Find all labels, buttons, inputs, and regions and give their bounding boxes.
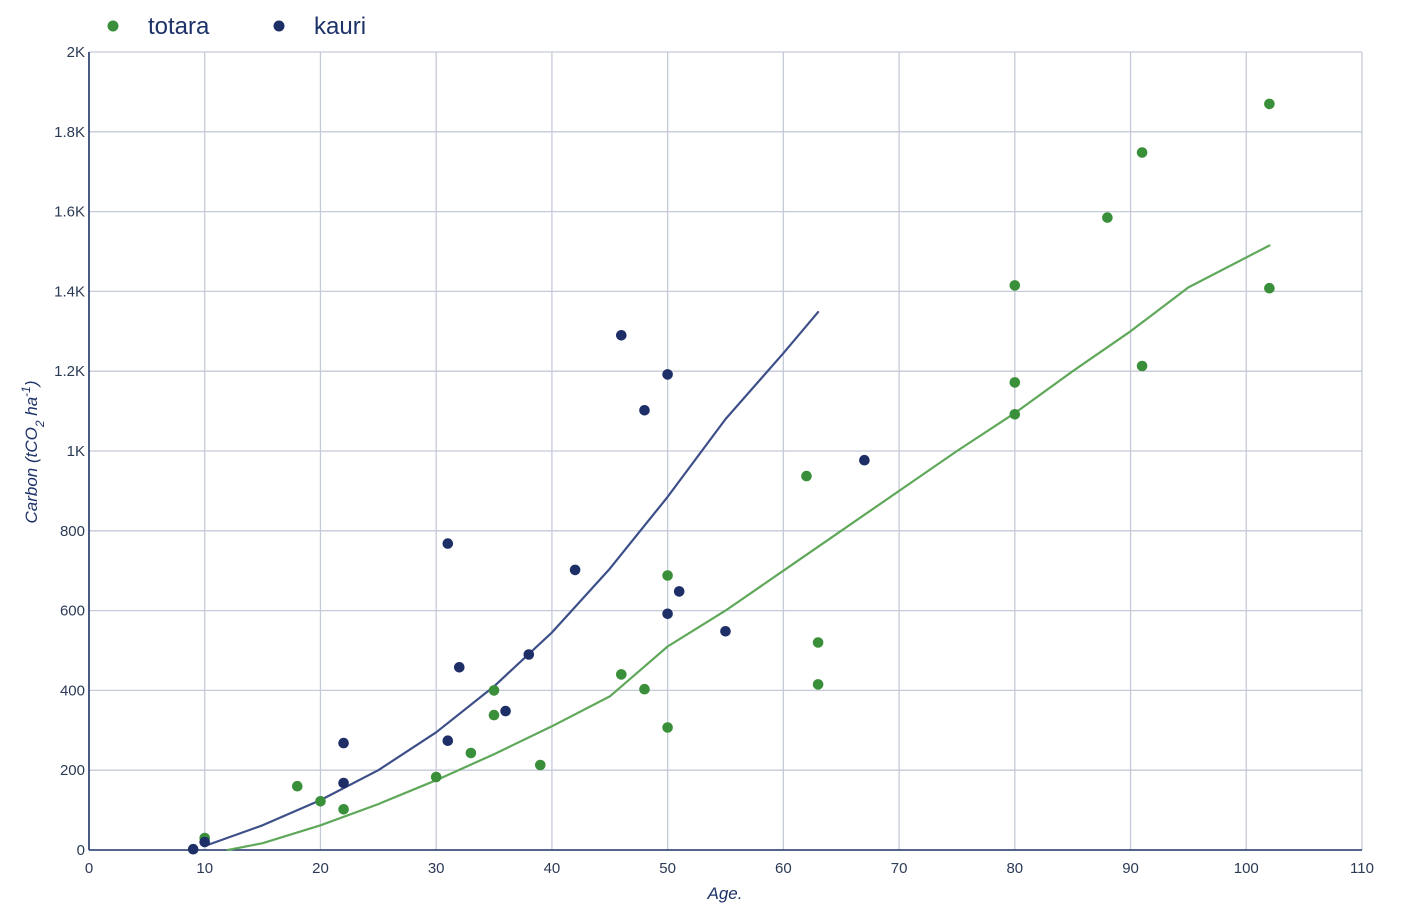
totara-point-1 <box>292 780 303 792</box>
kauri-point-10 <box>616 330 627 341</box>
totara-point-4 <box>430 771 442 783</box>
x-tick-label-80: 80 <box>1006 860 1023 877</box>
data-points <box>187 98 1275 855</box>
totara-point-14 <box>812 637 824 648</box>
legend-marker-kauri <box>273 20 285 32</box>
kauri-point-2 <box>338 737 349 749</box>
y-axis-tick-labels: 0 200 400 600 800 1K 1.2K 1.4K 1.6K 1.8K 2K <box>54 44 85 859</box>
totara-point-9 <box>616 669 627 680</box>
kauri-point-13 <box>662 608 673 620</box>
totara-point-21 <box>1136 360 1148 372</box>
kauri-point-9 <box>569 564 581 576</box>
kauri-point-15 <box>720 626 731 637</box>
kauri-point-0 <box>187 843 199 855</box>
y-axis-title-prefix: Carbon (tCO <box>22 427 41 523</box>
y-axis-title-mid: ha <box>22 397 41 421</box>
totara-point-19 <box>1102 212 1113 223</box>
totara-point-7 <box>488 709 500 721</box>
trend-lines <box>203 244 1271 852</box>
y-tick-label-2K: 2K <box>67 44 85 61</box>
kauri-trend-line <box>203 311 820 848</box>
y-tick-label-600: 600 <box>60 603 85 620</box>
totara-point-17 <box>1009 377 1021 388</box>
y-tick-label-1K: 1K <box>67 443 85 460</box>
totara-point-10 <box>639 683 650 695</box>
totara-point-12 <box>662 722 673 733</box>
y-tick-label-800: 800 <box>60 523 85 540</box>
x-tick-label-40: 40 <box>544 860 561 877</box>
kauri-point-12 <box>662 369 673 380</box>
kauri-point-1 <box>199 836 210 848</box>
kauri-point-6 <box>454 662 465 673</box>
kauri-point-3 <box>338 777 349 789</box>
y-tick-label-0: 0 <box>77 842 85 859</box>
totara-point-16 <box>1009 280 1021 291</box>
x-tick-label-70: 70 <box>891 860 908 877</box>
kauri-point-16 <box>859 454 870 466</box>
totara-point-15 <box>812 679 824 690</box>
x-tick-label-110: 110 <box>1350 860 1374 877</box>
x-axis-tick-labels: 0 10 20 30 40 50 60 70 80 90 100 110 <box>85 860 1374 877</box>
x-tick-label-10: 10 <box>196 860 213 877</box>
totara-point-5 <box>465 747 477 759</box>
y-axis-title-subscript: 2 <box>33 420 47 428</box>
kauri-point-14 <box>673 586 685 597</box>
totara-point-23 <box>1264 282 1275 294</box>
kauri-point-4 <box>442 538 454 549</box>
x-axis-title: Age. <box>707 884 743 903</box>
kauri-point-5 <box>442 735 454 746</box>
x-tick-label-90: 90 <box>1122 860 1139 877</box>
y-tick-label-1.6K: 1.6K <box>54 204 85 221</box>
x-tick-label-30: 30 <box>428 860 445 877</box>
horizontal-gridlines <box>89 51 1362 771</box>
totara-point-18 <box>1009 409 1021 420</box>
y-tick-label-200: 200 <box>60 762 85 779</box>
chart-legend: totara kauri <box>107 13 366 40</box>
legend-marker-totara <box>107 20 119 32</box>
legend-label-kauri: kauri <box>314 13 366 40</box>
y-tick-label-1.2K: 1.2K <box>54 363 85 380</box>
legend-label-totara: totara <box>148 13 210 40</box>
y-tick-label-1.8K: 1.8K <box>54 124 85 141</box>
totara-point-8 <box>535 759 546 771</box>
totara-point-3 <box>338 804 349 815</box>
totara-point-2 <box>315 796 326 807</box>
totara-point-11 <box>662 570 673 581</box>
x-tick-label-20: 20 <box>312 860 329 877</box>
y-axis-title-suffix: ) <box>22 380 41 388</box>
x-tick-label-50: 50 <box>659 860 676 877</box>
totara-point-22 <box>1264 98 1275 110</box>
totara-point-6 <box>488 685 500 696</box>
kauri-point-8 <box>523 649 535 660</box>
y-tick-label-1.4K: 1.4K <box>54 283 85 300</box>
x-tick-label-60: 60 <box>775 860 792 877</box>
totara-trend-line <box>226 244 1271 852</box>
y-axis-title: Carbon (tCO2 ha-1) <box>19 380 47 523</box>
kauri-point-7 <box>500 705 511 717</box>
y-axis-title-superscript: -1 <box>19 386 33 397</box>
x-tick-label-100: 100 <box>1234 860 1259 877</box>
y-tick-label-400: 400 <box>60 682 85 699</box>
totara-point-13 <box>801 470 812 482</box>
kauri-point-11 <box>639 405 650 416</box>
legend-item-totara: totara <box>107 13 210 40</box>
legend-item-kauri: kauri <box>273 13 366 40</box>
chart-axes <box>88 52 1362 851</box>
totara-point-20 <box>1136 147 1148 158</box>
x-tick-label-0: 0 <box>85 860 93 877</box>
